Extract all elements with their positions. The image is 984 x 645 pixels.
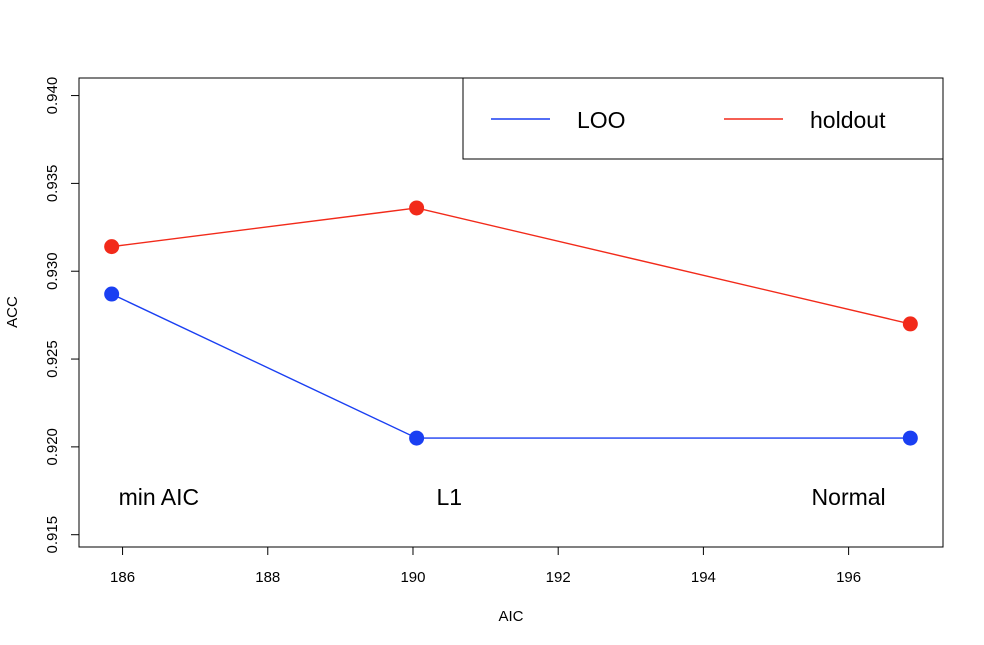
x-tick-label: 196 [836, 569, 861, 586]
annotation-label: Normal [812, 484, 886, 510]
legend-label-loo: LOO [577, 107, 626, 133]
x-tick-label: 192 [546, 569, 571, 586]
series-line-loo [111, 293, 911, 439]
data-point-loo [902, 430, 918, 446]
annotation-label: L1 [436, 484, 462, 510]
y-axis: 0.915 0.920 0.925 0.930 0.935 0.940 [44, 77, 79, 554]
y-tick-label: 0.930 [44, 252, 61, 290]
x-tick-label: 186 [110, 569, 135, 586]
data-point-holdout [902, 316, 918, 332]
annotation-label: min AIC [119, 484, 200, 510]
y-tick-label: 0.925 [44, 340, 61, 378]
y-tick-label: 0.940 [44, 77, 61, 115]
y-tick-label: 0.920 [44, 428, 61, 466]
annotation-layer: min AIC L1 Normal [119, 484, 886, 510]
x-tick-label: 190 [400, 569, 425, 586]
data-point-loo [409, 430, 425, 446]
y-tick-label: 0.915 [44, 516, 61, 554]
data-point-loo [104, 286, 120, 302]
legend-label-holdout: holdout [810, 107, 886, 133]
data-point-holdout [104, 239, 120, 255]
x-axis: 186 188 190 192 194 196 [110, 547, 861, 586]
series-line-holdout [111, 207, 911, 325]
series-layer [104, 200, 918, 446]
data-point-holdout [409, 200, 425, 216]
y-tick-label: 0.935 [44, 165, 61, 203]
x-tick-label: 188 [255, 569, 280, 586]
legend: LOO holdout [462, 77, 944, 160]
x-axis-title: AIC [498, 608, 523, 625]
x-tick-label: 194 [691, 569, 716, 586]
y-axis-title: ACC [4, 296, 21, 328]
